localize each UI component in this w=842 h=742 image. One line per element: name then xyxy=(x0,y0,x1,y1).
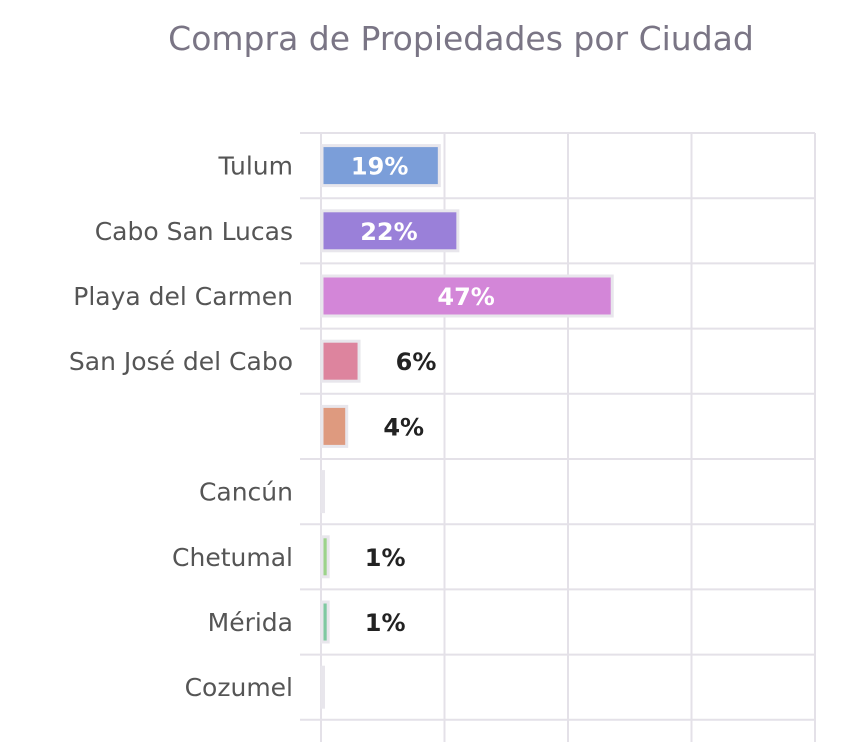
value-label: 4% xyxy=(383,413,424,441)
bar xyxy=(320,535,330,579)
value-label: 6% xyxy=(396,348,437,376)
bar-layer xyxy=(320,144,614,709)
bar xyxy=(320,144,441,188)
bar xyxy=(320,339,361,383)
category-label: Playa del Carmen xyxy=(73,282,293,311)
bar xyxy=(320,404,349,448)
category-label: Mérida xyxy=(208,608,293,637)
chart-title: Compra de Propiedades por Ciudad xyxy=(168,19,754,58)
category-label: Tulum xyxy=(218,152,293,181)
category-label: Cancún xyxy=(199,478,293,507)
value-label: 1% xyxy=(365,609,406,637)
bar xyxy=(320,665,325,709)
value-label: 19% xyxy=(351,153,408,181)
category-label: Chetumal xyxy=(172,543,293,572)
grid-layer xyxy=(300,132,816,742)
label-layer: Tulum 19% Cabo San Lucas 22% Playa del Carme… xyxy=(69,152,495,703)
category-label: Cozumel xyxy=(185,673,293,702)
bar xyxy=(320,600,330,644)
bar xyxy=(320,209,460,253)
category-label: San José del Cabo xyxy=(69,347,293,376)
value-label: 47% xyxy=(437,283,494,311)
value-label: 1% xyxy=(365,544,406,572)
value-label: 22% xyxy=(360,218,417,246)
bar xyxy=(320,274,614,318)
bar xyxy=(320,470,325,514)
category-label: Cabo San Lucas xyxy=(95,217,293,246)
